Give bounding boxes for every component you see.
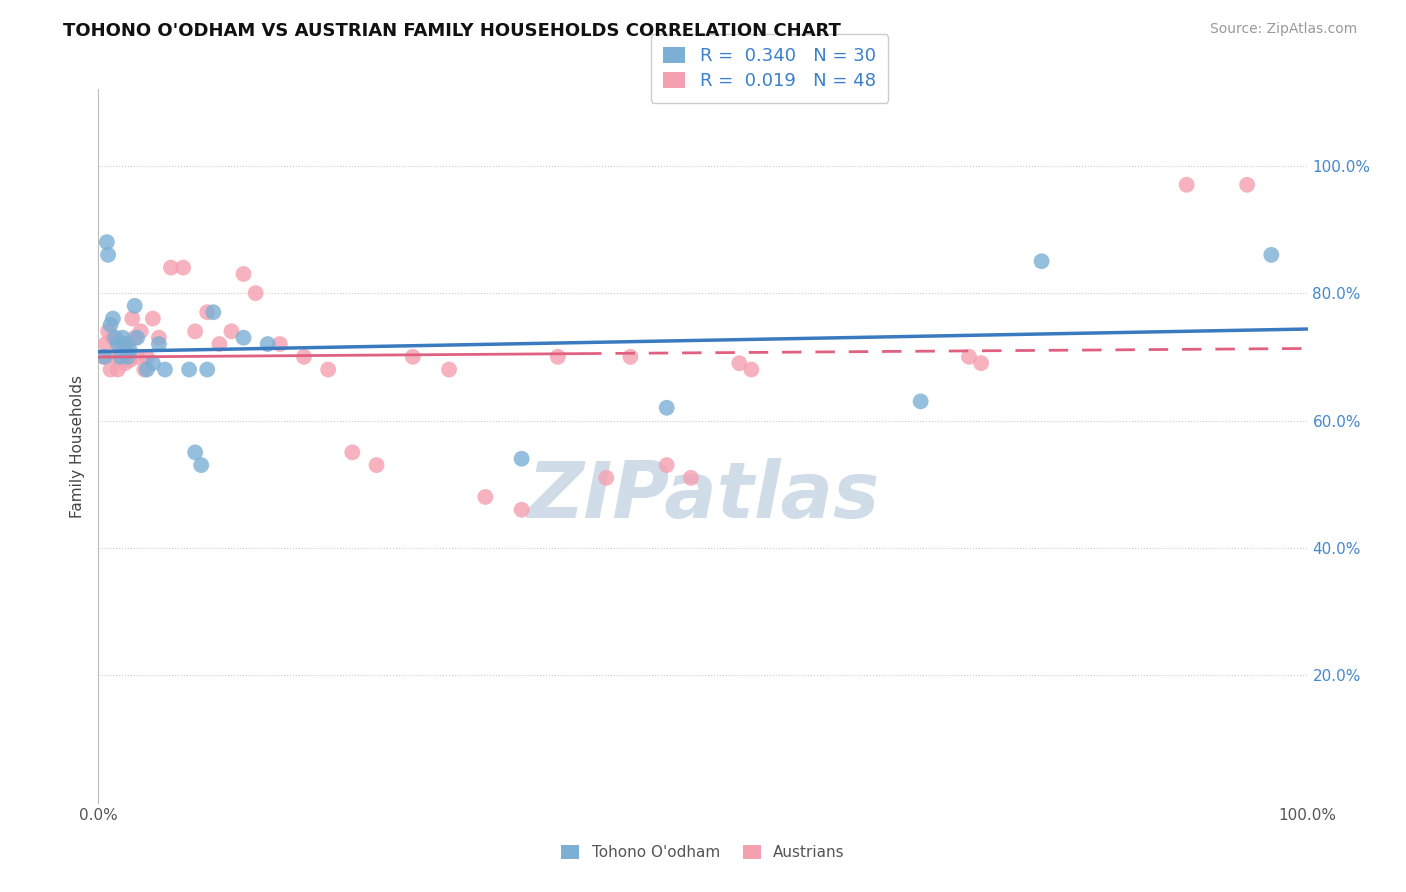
Point [172,260,194,275]
Point [108,350,131,364]
Text: TOHONO O'ODHAM VS AUSTRIAN FAMILY HOUSEHOLDS CORRELATION CHART: TOHONO O'ODHAM VS AUSTRIAN FAMILY HOUSEH… [63,22,841,40]
Point [184,445,207,459]
Point [100,362,122,376]
Point [595,471,617,485]
Point [142,311,165,326]
Point [1236,178,1258,192]
Point [135,362,157,376]
Point [121,311,143,326]
Point [127,331,149,345]
Point [292,350,315,364]
Y-axis label: Family Households: Family Households [70,375,86,517]
Point [510,502,533,516]
Point [107,337,129,351]
Point [221,324,243,338]
Point [728,356,751,370]
Point [114,337,136,351]
Point [1031,254,1053,268]
Point [474,490,496,504]
Text: ZIPatlas: ZIPatlas [527,458,879,534]
Point [245,286,267,301]
Point [129,324,152,338]
Point [437,362,460,376]
Point [117,337,139,351]
Point [117,350,139,364]
Point [148,331,170,345]
Point [135,350,157,364]
Point [510,451,533,466]
Point [366,458,388,472]
Point [91,350,114,364]
Point [740,362,762,376]
Point [195,305,218,319]
Point [96,235,118,249]
Point [118,353,141,368]
Point [93,350,115,364]
Point [970,356,993,370]
Point [316,362,339,376]
Point [195,362,218,376]
Point [101,311,124,326]
Point [148,337,170,351]
Point [1260,248,1282,262]
Point [160,260,183,275]
Point [114,356,136,370]
Point [134,362,156,376]
Point [619,350,641,364]
Point [104,350,127,364]
Point [1175,178,1198,192]
Point [547,350,569,364]
Point [100,318,122,332]
Point [124,331,146,345]
Point [97,248,120,262]
Point [190,458,212,472]
Point [127,350,149,364]
Point [269,337,291,351]
Point [256,337,278,351]
Point [232,331,254,345]
Point [111,331,134,345]
Point [124,299,146,313]
Point [655,458,678,472]
Point [111,343,134,358]
Point [104,331,127,345]
Point [118,343,141,358]
Point [402,350,425,364]
Legend: Tohono O'odham, Austrians: Tohono O'odham, Austrians [555,839,851,866]
Text: Source: ZipAtlas.com: Source: ZipAtlas.com [1209,22,1357,37]
Point [910,394,932,409]
Point [655,401,678,415]
Point [142,356,165,370]
Point [232,267,254,281]
Point [202,305,225,319]
Point [342,445,364,459]
Point [184,324,207,338]
Point [957,350,980,364]
Point [179,362,201,376]
Point [108,337,131,351]
Point [153,362,176,376]
Point [208,337,231,351]
Point [94,337,117,351]
Point [101,331,124,345]
Point [107,362,129,376]
Point [679,471,702,485]
Point [97,324,120,338]
